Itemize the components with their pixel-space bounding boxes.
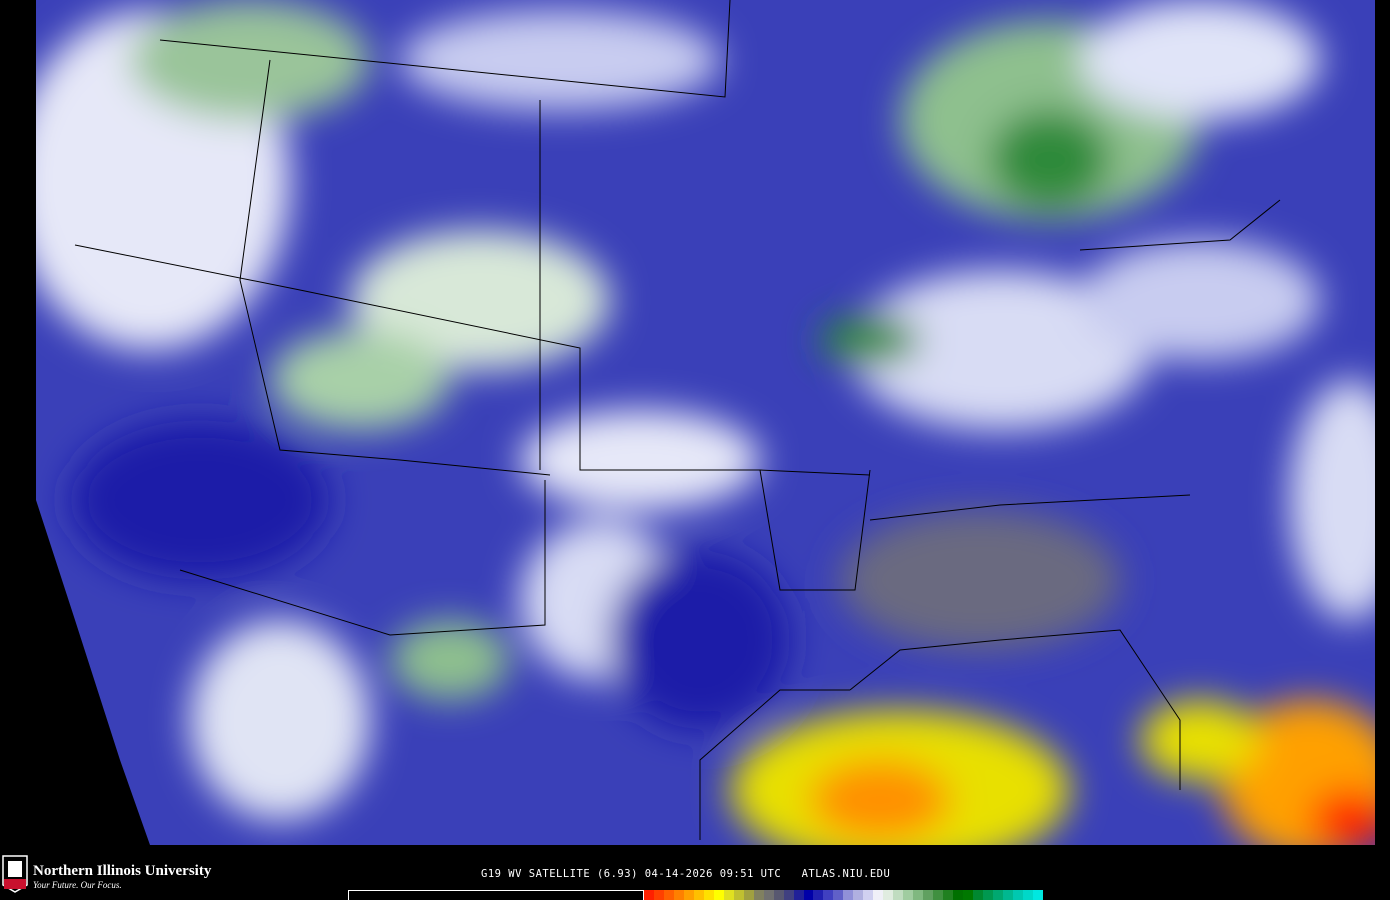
color-scale-swatch: [723, 890, 734, 900]
color-scale-swatch: [853, 890, 864, 900]
color-scale-swatch: [863, 890, 874, 900]
color-scale-swatch: [953, 890, 963, 900]
color-scale-swatch: [843, 890, 854, 900]
color-scale-swatch: [703, 890, 714, 900]
university-name: Northern Illinois University: [33, 863, 212, 879]
color-scale-swatch: [963, 890, 973, 900]
color-scale-swatch: [972, 890, 983, 900]
color-scale-swatch: [803, 890, 814, 900]
color-scale-swatch: [982, 890, 993, 900]
color-scale-swatch: [1002, 890, 1013, 900]
color-scale-swatch: [733, 890, 744, 900]
color-scale-swatch: [913, 890, 924, 900]
color-scale-blank-segment: [348, 890, 644, 900]
color-scale-swatch: [883, 890, 894, 900]
color-scale-swatch: [943, 890, 954, 900]
color-scale-swatch: [713, 890, 724, 900]
color-scale-swatch: [763, 890, 774, 900]
color-scale-swatch: [793, 890, 804, 900]
color-scale-swatch: [923, 890, 934, 900]
water-vapor-satellite-map: [36, 0, 1375, 845]
color-scale-swatch: [663, 890, 674, 900]
color-scale-swatch: [1012, 890, 1023, 900]
color-scale-swatch: [893, 890, 904, 900]
color-scale-swatch: [753, 890, 764, 900]
university-tagline: Your Future. Our Focus.: [33, 880, 122, 890]
color-scale-swatch: [773, 890, 784, 900]
color-scale-swatch: [783, 890, 794, 900]
color-scale-swatch: [833, 890, 844, 900]
color-scale-swatch: [873, 890, 884, 900]
color-scale-swatch: [653, 890, 664, 900]
satellite-imagery: [36, 0, 1375, 845]
niu-logo: [2, 855, 28, 893]
image-caption: G19 WV SATELLITE (6.93) 04-14-2026 09:51…: [481, 868, 891, 880]
color-scale-swatch: [1022, 890, 1033, 900]
color-scale-swatch: [933, 890, 944, 900]
color-scale-swatch: [743, 890, 754, 900]
color-scale-swatch: [903, 890, 914, 900]
color-scale-swatch: [813, 890, 824, 900]
color-scale-swatch: [1032, 890, 1043, 900]
color-scale-swatch: [673, 890, 684, 900]
color-scale-swatch: [823, 890, 834, 900]
color-scale-swatch: [683, 890, 694, 900]
state-borders: [74, 0, 1281, 840]
color-scale-swatch: [693, 890, 704, 900]
color-scale-swatch: [992, 890, 1003, 900]
color-scale-bar: [348, 890, 1043, 900]
color-scale-swatch: [644, 890, 654, 900]
